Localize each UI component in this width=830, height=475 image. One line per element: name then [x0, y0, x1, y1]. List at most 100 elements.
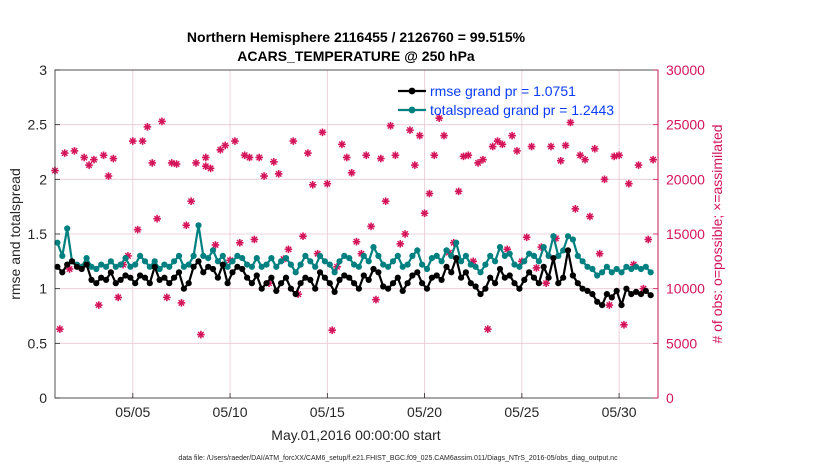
obs-marker-stroke	[499, 141, 506, 148]
obs-count-marker	[85, 161, 93, 169]
y2-tick-label: 25000	[666, 117, 705, 133]
y-tick-label: 2	[39, 171, 47, 187]
obs-marker-stroke	[367, 223, 375, 230]
rmse-point	[545, 274, 552, 281]
obs-count-marker	[513, 147, 521, 155]
totalspread-point	[141, 258, 149, 265]
obs-count-marker	[323, 179, 332, 188]
totalspread-point	[535, 258, 543, 265]
obs-marker-stroke	[562, 142, 569, 149]
totalspread-point	[185, 261, 192, 268]
obs-marker-stroke	[270, 158, 278, 166]
rmse-point	[453, 255, 460, 262]
obs-marker-stroke	[348, 169, 355, 177]
obs-count-marker	[177, 299, 186, 307]
totalspread-point	[54, 239, 61, 246]
obs-count-marker	[483, 325, 492, 333]
obs-count-marker	[362, 151, 371, 160]
obs-count-marker	[284, 245, 293, 254]
totalspread-point	[205, 255, 212, 262]
rmse-point	[506, 272, 513, 279]
obs-count-marker	[182, 221, 191, 230]
obs-marker-stroke	[202, 154, 209, 161]
rmse-point	[467, 280, 474, 287]
rmse-point	[579, 285, 586, 292]
totalspread-point	[394, 252, 401, 259]
rmse-point	[530, 274, 538, 281]
obs-count-marker	[634, 161, 643, 169]
rmse-point	[555, 280, 562, 287]
obs-count-marker	[420, 209, 429, 218]
rmse-point	[603, 291, 611, 298]
obs-count-marker	[197, 330, 205, 339]
rmse-point	[141, 274, 149, 281]
totalspread-point	[331, 269, 338, 276]
rmse-point	[122, 272, 129, 279]
rmse-point	[234, 263, 241, 270]
x-tick-label: 05/10	[213, 404, 248, 420]
obs-marker-stroke	[173, 160, 180, 168]
totalspread-point	[467, 261, 474, 268]
obs-marker-stroke	[66, 265, 73, 273]
obs-count-marker	[163, 293, 171, 302]
legend-totalspread-label: totalspread grand pr = 1.2443	[430, 102, 614, 118]
obs-count-marker	[415, 131, 424, 140]
totalspread-point	[453, 239, 460, 246]
obs-count-marker	[401, 230, 409, 238]
obs-count-marker	[206, 164, 215, 173]
totalspread-point	[312, 263, 319, 270]
obs-marker-stroke	[479, 156, 487, 163]
obs-marker-stroke	[178, 299, 185, 307]
rmse-point	[487, 274, 494, 281]
obs-marker-stroke	[426, 190, 433, 197]
obs-count-marker	[590, 144, 599, 153]
obs-count-marker	[70, 147, 79, 155]
rmse-point	[637, 291, 645, 298]
obs-marker-stroke	[406, 126, 414, 134]
obs-marker-stroke	[290, 137, 297, 145]
totalspread-point	[433, 252, 440, 259]
obs-count-marker	[80, 153, 88, 162]
totalspread-point	[579, 258, 586, 265]
totalspread-point	[297, 261, 304, 268]
obs-count-marker	[649, 155, 657, 164]
rmse-point	[482, 285, 489, 292]
obs-marker-stroke	[455, 188, 462, 195]
rmse-point	[78, 265, 85, 273]
totalspread-point	[244, 261, 251, 268]
obs-marker-stroke	[56, 325, 64, 333]
rmse-point	[492, 280, 499, 287]
obs-marker-stroke	[416, 132, 423, 139]
totalspread-point	[93, 265, 100, 273]
obs-marker-stroke	[110, 155, 117, 162]
rmse-point	[477, 291, 484, 298]
totalspread-point	[258, 263, 265, 270]
totalspread-point	[414, 247, 421, 254]
obs-layer	[51, 114, 657, 339]
obs-marker-stroke	[649, 156, 657, 163]
obs-count-marker	[556, 156, 565, 165]
obs-count-marker	[187, 197, 195, 205]
obs-marker-stroke	[382, 197, 389, 205]
totalspread-point	[127, 263, 134, 270]
obs-marker-stroke	[601, 176, 608, 183]
obs-marker-stroke	[620, 321, 628, 328]
obs-marker-stroke	[192, 159, 200, 167]
totalspread-point	[501, 252, 508, 259]
rmse-point	[103, 276, 110, 283]
obs-marker-stroke	[640, 285, 647, 292]
obs-count-marker	[411, 161, 419, 169]
obs-marker-stroke	[596, 250, 603, 257]
obs-count-marker	[435, 114, 443, 122]
obs-count-marker	[133, 225, 142, 234]
rmse-point	[433, 272, 440, 279]
rmse-point	[171, 274, 178, 281]
totalspread-point	[521, 258, 528, 265]
rmse-point	[239, 265, 246, 273]
totalspread-point	[180, 263, 187, 270]
totalspread-point	[219, 252, 226, 259]
obs-count-marker	[386, 121, 395, 130]
totalspread-point	[526, 250, 533, 257]
rmse-point	[268, 274, 275, 281]
obs-count-marker	[522, 233, 531, 242]
